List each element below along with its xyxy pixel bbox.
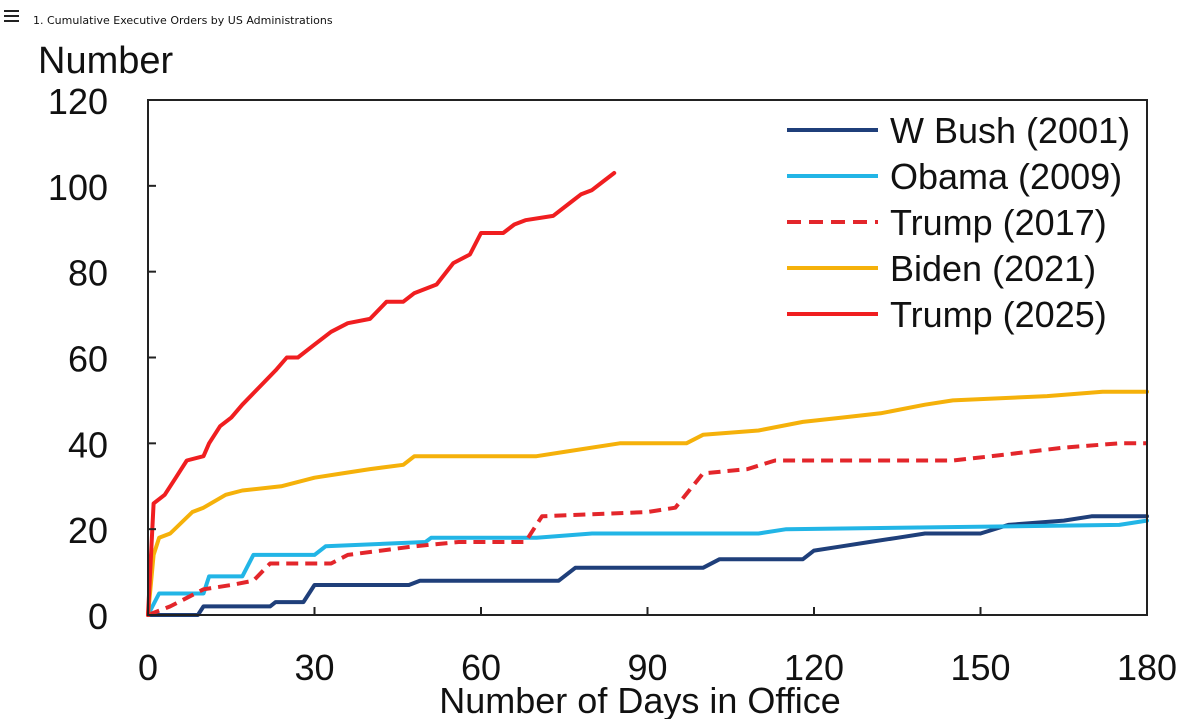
x-tick-label: 0	[138, 647, 158, 688]
legend-label: Trump (2025)	[890, 294, 1107, 335]
x-tick-label: 30	[294, 647, 334, 688]
hamburger-menu-icon[interactable]	[4, 10, 19, 22]
x-tick-label: 150	[950, 647, 1010, 688]
y-tick-label: 20	[68, 510, 108, 551]
x-axis-title: Number of Days in Office	[439, 680, 840, 719]
legend-label: W Bush (2001)	[890, 110, 1130, 151]
legend: W Bush (2001) Obama (2009) Trump (2017) Bid…	[787, 110, 1130, 335]
series-line-w-bush-2001	[146, 514, 1149, 617]
series-line-trump-2017	[147, 441, 1147, 617]
x-tick-label: 90	[627, 647, 667, 688]
legend-label: Obama (2009)	[890, 156, 1122, 197]
series-line-biden-2021	[146, 389, 1149, 617]
legend-label: Biden (2021)	[890, 248, 1096, 289]
y-tick-label: 40	[68, 424, 108, 465]
x-tick-label: 180	[1117, 647, 1177, 688]
figure-caption: 1. Cumulative Executive Orders by US Adm…	[33, 14, 333, 27]
x-tick-label: 60	[461, 647, 501, 688]
y-tick-label: 0	[88, 596, 108, 637]
legend-label: Trump (2017)	[890, 202, 1107, 243]
y-tick-label: 60	[68, 339, 108, 380]
y-tick-label: 120	[48, 81, 108, 122]
series-line-obama-2009	[146, 518, 1149, 617]
y-axis-title: Number	[38, 40, 173, 82]
y-tick-label: 100	[48, 167, 108, 208]
series-line-trump-2025	[146, 171, 617, 617]
x-tick-label: 120	[784, 647, 844, 688]
top-bar: 1. Cumulative Executive Orders by US Adm…	[0, 0, 1203, 30]
y-tick-label: 80	[68, 253, 108, 294]
